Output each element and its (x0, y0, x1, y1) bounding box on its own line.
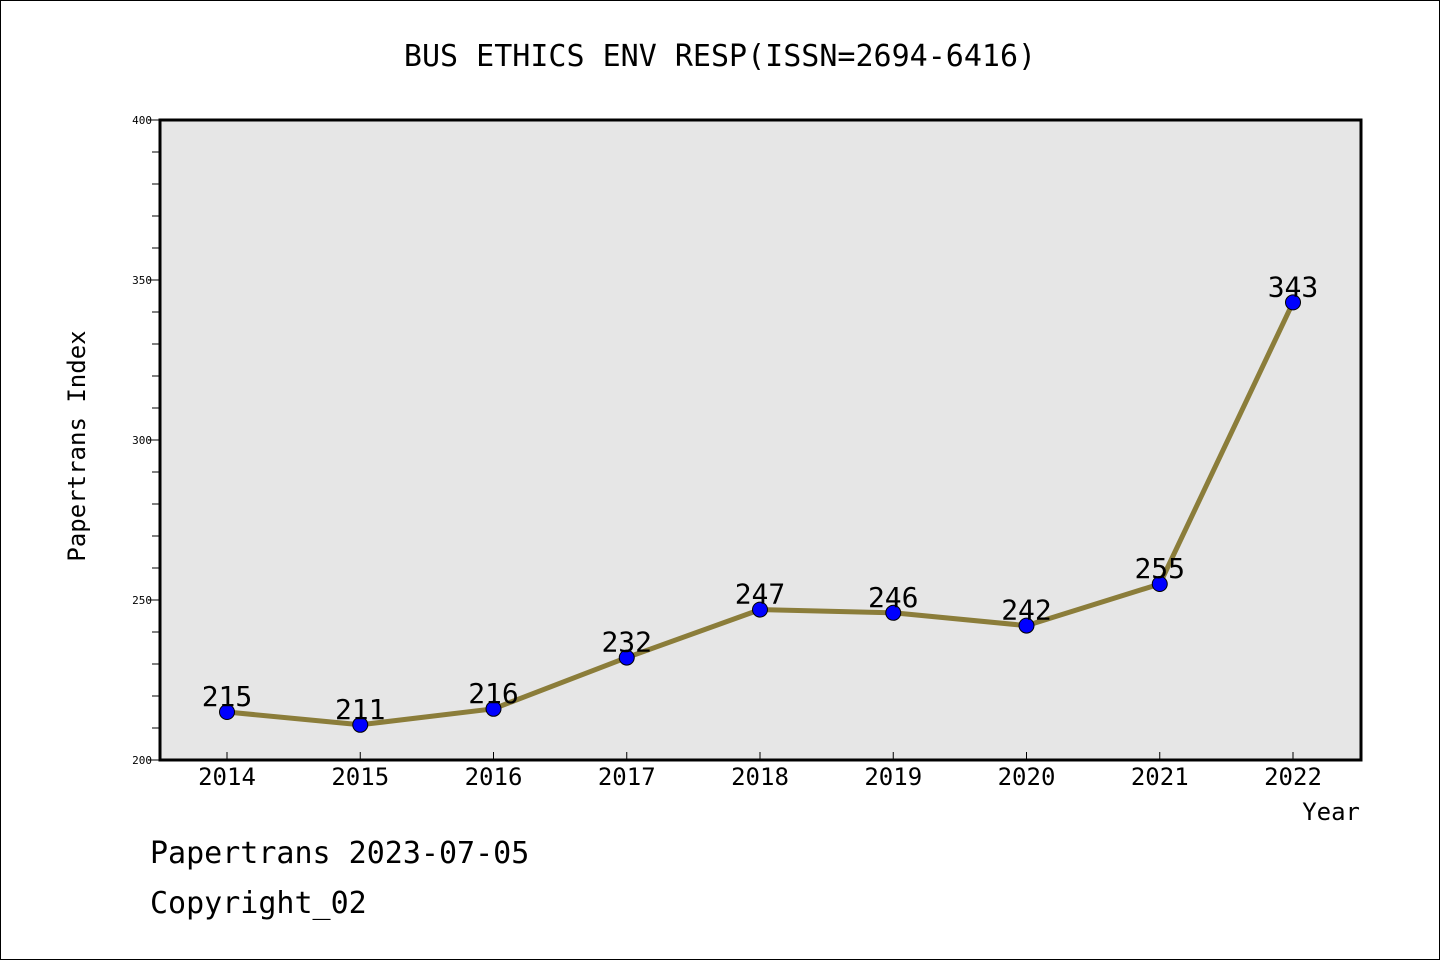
data-point (1285, 294, 1301, 311)
data-point (1151, 576, 1168, 592)
data-label: 247 (735, 578, 786, 611)
x-tick-label: 2018 (731, 763, 789, 791)
data-label: 216 (468, 677, 519, 710)
data-point (352, 716, 369, 733)
x-tick-label: 2020 (998, 763, 1056, 791)
y-tick-label: 200 (132, 754, 152, 767)
x-tick-label: 2016 (465, 763, 523, 791)
data-point (485, 700, 502, 717)
copyright-text: Copyright_02 (150, 886, 367, 921)
x-tick-label: 2022 (1264, 763, 1322, 791)
data-point (1018, 617, 1035, 634)
x-axis-title: Year (1302, 798, 1360, 826)
y-tick-label: 250 (132, 594, 152, 607)
x-tick-label: 2017 (598, 763, 656, 791)
data-label: 215 (202, 680, 253, 713)
data-label: 211 (335, 693, 386, 726)
data-label: 255 (1134, 552, 1185, 585)
y-tick-label: 350 (132, 274, 152, 287)
x-tick-label: 2015 (331, 763, 389, 791)
data-label: 232 (601, 626, 652, 659)
source-date-text: Papertrans 2023-07-05 (150, 836, 530, 871)
x-tick-label: 2019 (864, 763, 922, 791)
data-point (752, 601, 768, 618)
plot-area (158, 118, 1363, 762)
y-axis-title: Papertrans Index (63, 330, 91, 561)
data-label: 343 (1268, 270, 1319, 303)
data-label: 246 (868, 581, 919, 614)
x-tick-label: 2014 (198, 763, 256, 791)
y-tick-label: 400 (132, 114, 152, 127)
data-point (885, 604, 902, 621)
data-point (618, 649, 635, 666)
data-label: 242 (1001, 594, 1052, 627)
data-point (219, 704, 235, 720)
x-tick-label: 2021 (1131, 763, 1189, 791)
y-tick-label: 300 (132, 434, 152, 447)
chart-title: BUS ETHICS ENV RESP(ISSN=2694-6416) (404, 39, 1036, 74)
